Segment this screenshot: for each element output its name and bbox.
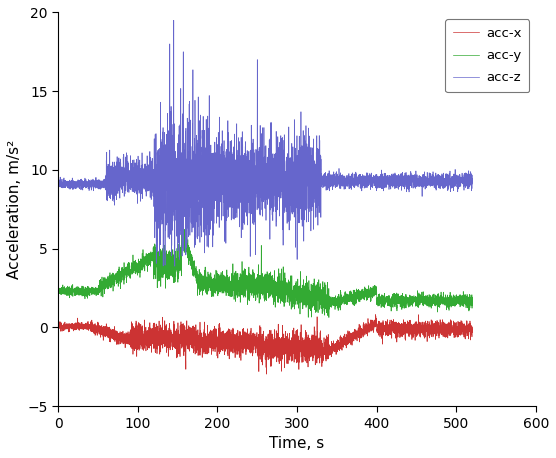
Line: acc-y: acc-y (58, 227, 472, 317)
acc-z (363, 178, 369, 184)
acc-y (73, 285, 80, 291)
acc-z (216, 190, 222, 196)
acc-y (73, 291, 80, 296)
acc-y (340, 296, 346, 302)
acc-x (340, 338, 346, 344)
acc-y (178, 224, 185, 229)
acc-y (461, 301, 468, 307)
acc-x (461, 325, 468, 331)
acc-x (372, 312, 379, 317)
acc-z (55, 182, 62, 188)
acc-y (326, 315, 332, 320)
acc-y (55, 289, 62, 294)
Line: acc-z: acc-z (58, 20, 472, 266)
acc-x (215, 338, 222, 344)
acc-y (469, 303, 475, 308)
acc-x (73, 321, 80, 327)
Legend: acc-x, acc-y, acc-z: acc-x, acc-y, acc-z (445, 19, 529, 93)
acc-z (469, 185, 475, 191)
X-axis label: Time, s: Time, s (270, 436, 325, 451)
acc-z (170, 17, 177, 23)
acc-z (73, 183, 80, 188)
acc-x (73, 321, 80, 326)
acc-z (461, 177, 468, 183)
acc-x (55, 323, 62, 329)
Y-axis label: Acceleration, m/s²: Acceleration, m/s² (7, 140, 22, 279)
Line: acc-x: acc-x (58, 315, 472, 374)
acc-x (363, 327, 369, 333)
acc-x (469, 330, 475, 335)
acc-z (73, 182, 80, 187)
acc-y (363, 292, 369, 297)
acc-z (340, 174, 346, 179)
acc-x (263, 371, 270, 377)
acc-z (171, 263, 178, 269)
acc-y (215, 281, 222, 287)
